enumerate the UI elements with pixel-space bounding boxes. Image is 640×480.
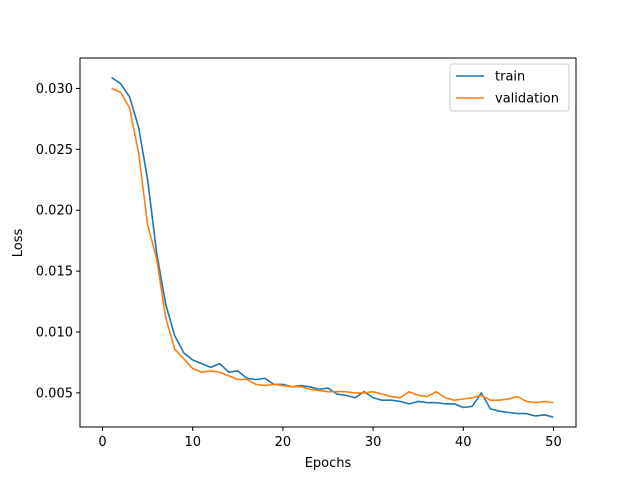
y-tick-label: 0.015 [36, 265, 73, 280]
x-tick-label: 10 [184, 435, 201, 450]
y-ticks: 0.005 0.010 0.015 0.020 0.025 0.030 [36, 82, 80, 401]
legend-label-train: train [495, 70, 525, 85]
legend: train validation [449, 63, 570, 112]
y-tick-label: 0.030 [36, 82, 73, 97]
x-tick-label: 50 [545, 435, 562, 450]
plot-frame [79, 57, 577, 428]
x-axis-label: Epochs [305, 456, 352, 471]
series-line-validation [111, 87, 554, 404]
y-tick-label: 0.025 [36, 143, 73, 158]
x-ticks: 0 10 20 30 40 50 [98, 427, 562, 450]
x-tick-label: 0 [98, 435, 106, 450]
y-tick-label: 0.010 [36, 326, 73, 341]
legend-label-validation: validation [495, 92, 559, 107]
x-tick-label: 20 [275, 435, 292, 450]
series-layer [111, 76, 554, 419]
legend-items: train validation [456, 70, 559, 107]
x-tick-label: 30 [365, 435, 382, 450]
x-tick-label: 40 [455, 435, 472, 450]
y-tick-label: 0.020 [36, 204, 73, 219]
y-axis-label: Loss [11, 229, 26, 258]
plot-background [80, 58, 576, 427]
y-tick-label: 0.005 [36, 386, 73, 401]
